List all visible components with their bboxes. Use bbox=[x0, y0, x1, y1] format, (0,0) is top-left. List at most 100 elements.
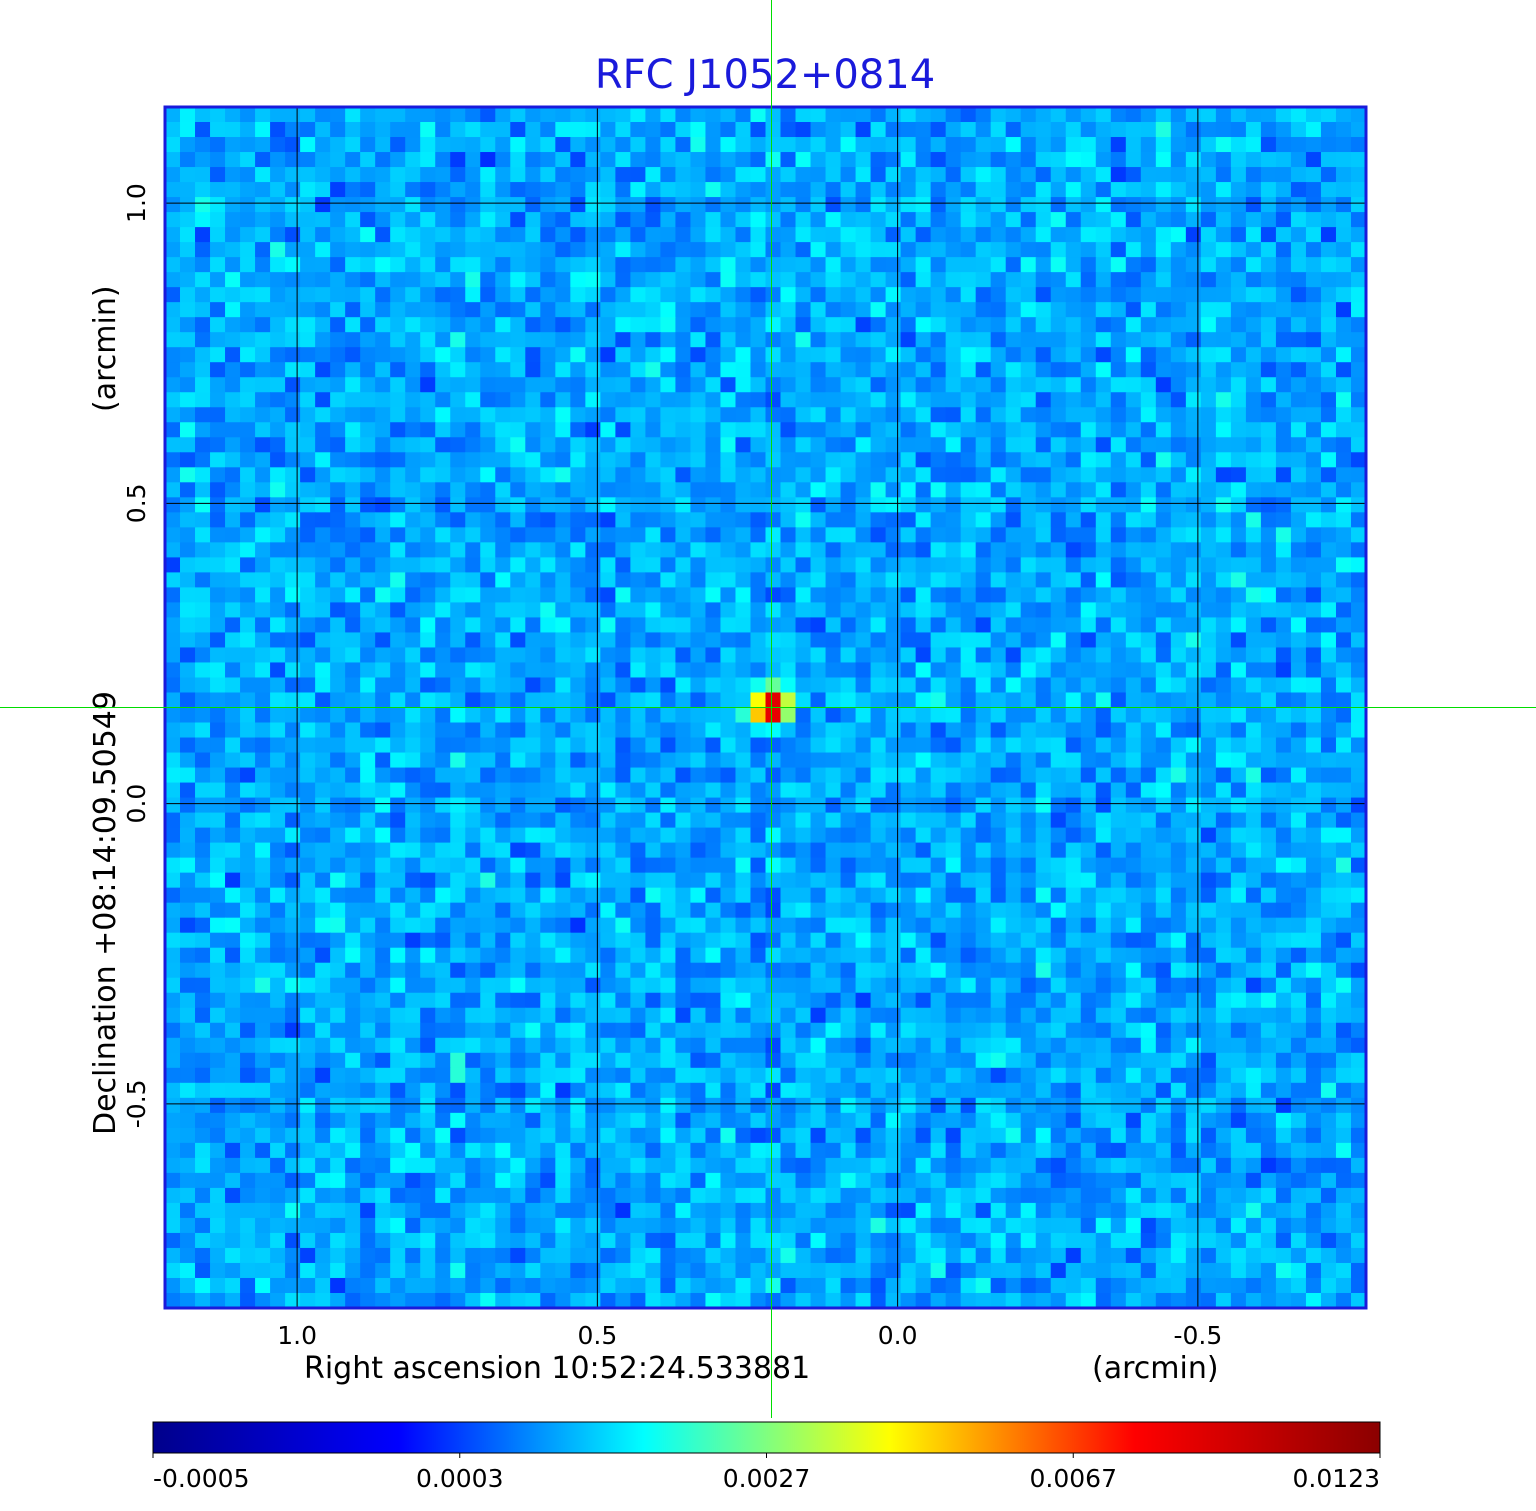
heatmap-pixel bbox=[285, 242, 301, 258]
heatmap-pixel bbox=[390, 902, 406, 919]
heatmap-pixel bbox=[840, 797, 857, 814]
heatmap-pixel bbox=[390, 677, 406, 694]
heatmap-pixel bbox=[570, 1022, 586, 1039]
heatmap-pixel bbox=[585, 467, 601, 483]
heatmap-pixel bbox=[1110, 647, 1127, 664]
heatmap-pixel bbox=[510, 617, 526, 634]
heatmap-pixel bbox=[525, 407, 541, 423]
heatmap-pixel bbox=[1185, 482, 1202, 498]
heatmap-pixel bbox=[210, 557, 226, 573]
heatmap-pixel bbox=[1245, 587, 1262, 604]
heatmap-pixel bbox=[525, 722, 541, 739]
heatmap-pixel bbox=[1305, 107, 1322, 123]
heatmap-pixel bbox=[1005, 752, 1022, 769]
heatmap-pixel bbox=[705, 722, 722, 739]
heatmap-pixel bbox=[285, 452, 301, 468]
heatmap-pixel bbox=[495, 812, 511, 829]
heatmap-pixel bbox=[1335, 377, 1352, 393]
heatmap-pixel bbox=[570, 107, 586, 123]
heatmap-pixel bbox=[735, 527, 752, 543]
heatmap-pixel bbox=[1005, 632, 1022, 649]
heatmap-pixel bbox=[540, 752, 556, 769]
heatmap-pixel bbox=[1155, 617, 1172, 634]
heatmap-pixel bbox=[1320, 107, 1337, 123]
heatmap-pixel bbox=[240, 542, 256, 558]
heatmap-pixel bbox=[180, 887, 196, 904]
heatmap-pixel bbox=[315, 962, 331, 979]
heatmap-pixel bbox=[810, 572, 827, 588]
heatmap-pixel bbox=[420, 152, 436, 168]
heatmap-pixel bbox=[495, 512, 511, 528]
heatmap-pixel bbox=[360, 182, 376, 198]
heatmap-pixel bbox=[480, 722, 496, 739]
heatmap-pixel bbox=[255, 287, 271, 303]
heatmap-pixel bbox=[210, 782, 226, 799]
heatmap-pixel bbox=[1185, 722, 1202, 739]
heatmap-pixel bbox=[675, 692, 692, 709]
heatmap-pixel bbox=[855, 392, 872, 408]
heatmap-pixel bbox=[1140, 872, 1157, 889]
heatmap-pixel bbox=[1155, 302, 1172, 318]
heatmap-pixel bbox=[555, 167, 571, 183]
heatmap-pixel bbox=[1290, 902, 1307, 919]
heatmap-pixel bbox=[375, 842, 391, 859]
heatmap-pixel bbox=[555, 722, 571, 739]
heatmap-pixel bbox=[870, 347, 887, 363]
heatmap-pixel bbox=[1185, 467, 1202, 483]
heatmap-pixel bbox=[1335, 632, 1352, 649]
heatmap-pixel bbox=[960, 932, 977, 949]
heatmap-pixel bbox=[345, 182, 361, 198]
heatmap-pixel bbox=[510, 197, 526, 213]
chart-title: RFC J1052+0814 bbox=[595, 52, 935, 98]
heatmap-pixel bbox=[645, 497, 662, 513]
heatmap-pixel bbox=[405, 692, 421, 709]
heatmap-pixel bbox=[720, 617, 737, 634]
heatmap-pixel bbox=[870, 287, 887, 303]
heatmap-pixel bbox=[585, 137, 601, 153]
heatmap-pixel bbox=[945, 872, 962, 889]
heatmap-pixel bbox=[1155, 977, 1172, 994]
heatmap-pixel bbox=[1140, 527, 1157, 543]
heatmap-pixel bbox=[1230, 1007, 1247, 1024]
heatmap-pixel bbox=[270, 1022, 286, 1039]
heatmap-pixel bbox=[1290, 527, 1307, 543]
heatmap-pixel bbox=[600, 497, 616, 513]
heatmap-pixel bbox=[945, 707, 962, 724]
heatmap-pixel bbox=[555, 407, 571, 423]
heatmap-pixel bbox=[1215, 842, 1232, 859]
heatmap-pixel bbox=[1200, 917, 1217, 934]
heatmap-pixel bbox=[1305, 452, 1322, 468]
heatmap-pixel bbox=[1005, 392, 1022, 408]
heatmap-pixel bbox=[855, 557, 872, 573]
heatmap-pixel bbox=[525, 902, 541, 919]
heatmap-pixel bbox=[630, 107, 646, 123]
heatmap-pixel bbox=[1320, 1022, 1337, 1039]
heatmap-pixel bbox=[555, 302, 571, 318]
heatmap-pixel bbox=[1110, 842, 1127, 859]
heatmap-pixel bbox=[720, 557, 737, 573]
heatmap-pixel bbox=[960, 227, 977, 243]
heatmap-pixel bbox=[855, 1007, 872, 1024]
heatmap-pixel bbox=[885, 872, 902, 889]
heatmap-pixel bbox=[780, 722, 797, 739]
heatmap-pixel bbox=[285, 707, 301, 724]
heatmap-pixel bbox=[1110, 992, 1127, 1009]
heatmap-pixel bbox=[900, 782, 917, 799]
heatmap-pixel bbox=[1275, 527, 1292, 543]
heatmap-pixel bbox=[1245, 347, 1262, 363]
heatmap-pixel bbox=[240, 947, 256, 964]
heatmap-pixel bbox=[930, 797, 947, 814]
heatmap-pixel bbox=[1350, 947, 1367, 964]
heatmap-pixel bbox=[1095, 512, 1112, 528]
heatmap-pixel bbox=[825, 962, 842, 979]
heatmap-pixel bbox=[405, 167, 421, 183]
heatmap-pixel bbox=[570, 602, 586, 619]
heatmap-pixel bbox=[735, 542, 752, 558]
heatmap-pixel bbox=[855, 257, 872, 273]
heatmap-pixel bbox=[1155, 632, 1172, 649]
heatmap-pixel bbox=[555, 797, 571, 814]
heatmap-pixel bbox=[270, 407, 286, 423]
heatmap-pixel bbox=[660, 122, 677, 138]
heatmap-pixel bbox=[915, 992, 932, 1009]
heatmap-pixel bbox=[810, 617, 827, 634]
